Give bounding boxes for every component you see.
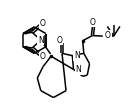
Text: N: N: [75, 65, 81, 74]
Text: O: O: [105, 31, 111, 40]
Text: N: N: [74, 51, 80, 60]
Text: N: N: [38, 36, 44, 45]
Text: O: O: [56, 36, 62, 45]
Text: O: O: [90, 18, 96, 27]
Text: O: O: [40, 19, 46, 28]
Text: O: O: [40, 52, 46, 61]
